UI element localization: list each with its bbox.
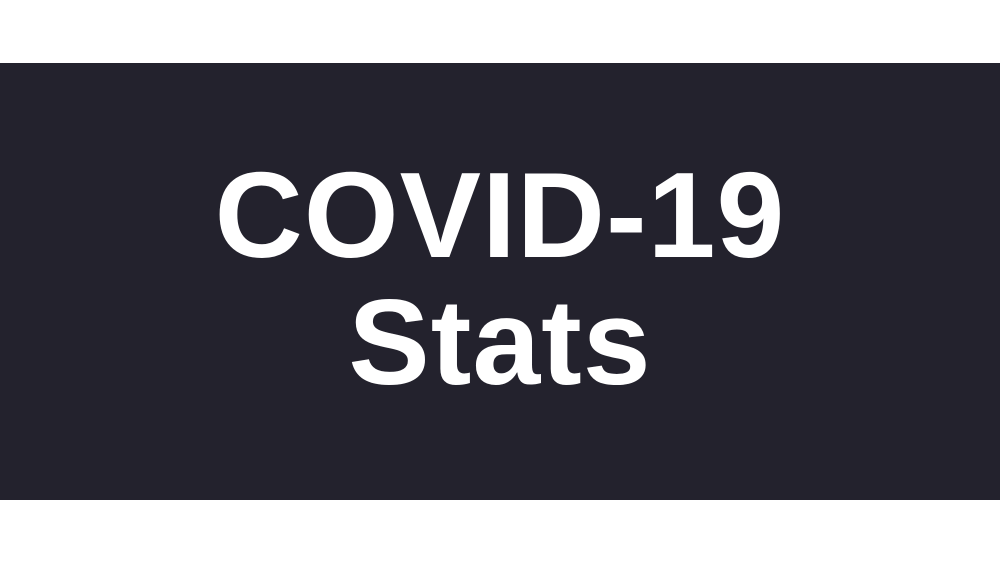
title-line-covid: COVID-19	[214, 146, 786, 283]
title-line-stats: Stats	[348, 273, 652, 410]
title-banner: COVID-19 Stats	[0, 63, 1000, 500]
